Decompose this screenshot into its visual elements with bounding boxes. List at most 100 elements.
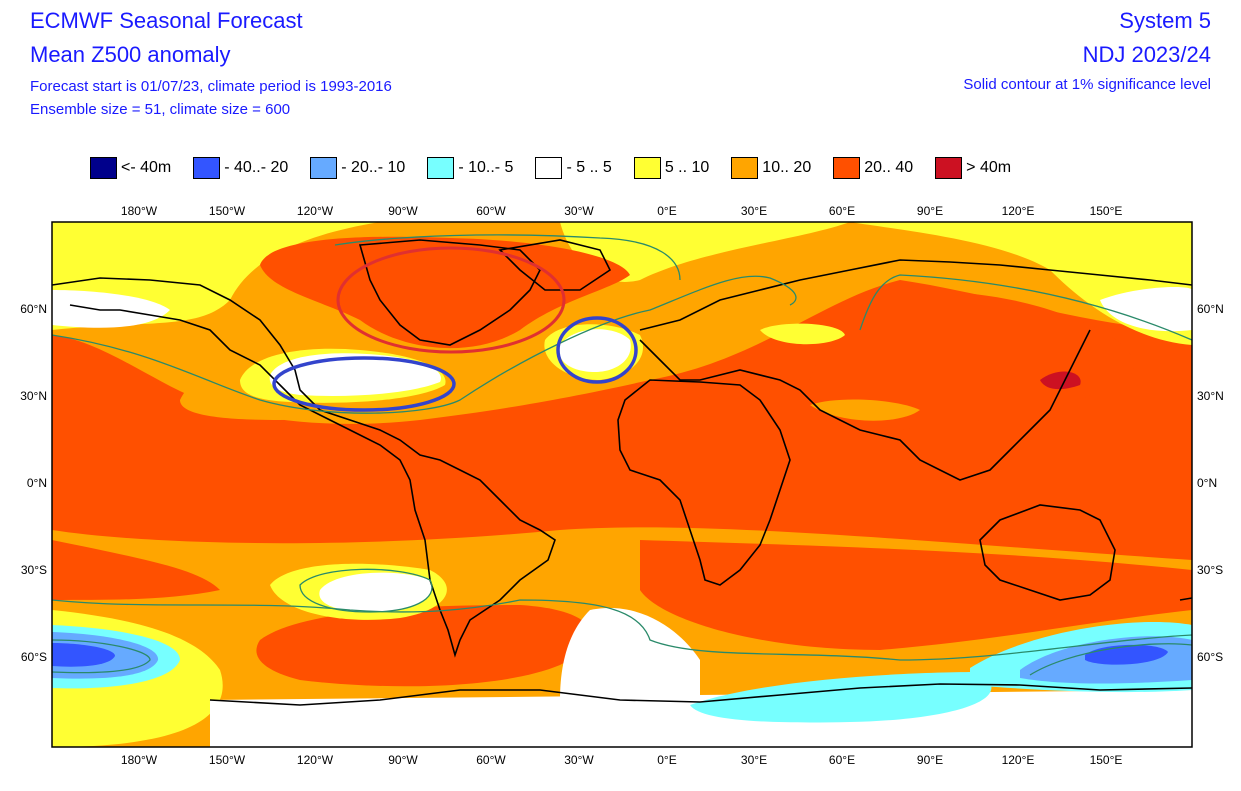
anomaly-field-20-40-sind — [640, 540, 1192, 650]
significance-contour-canada — [334, 234, 681, 281]
legend-label: > 40m — [966, 159, 1012, 176]
legend-swatch — [193, 157, 221, 179]
red-highlight-ellipse — [336, 246, 566, 354]
legend-item: - 5 .. 5 — [535, 157, 612, 179]
legend-swatch — [731, 157, 759, 179]
australia-coast — [979, 504, 1116, 601]
new-zealand-coast — [1179, 597, 1192, 601]
axis-tick-label: 150°E — [1090, 204, 1123, 218]
legend-swatch — [633, 157, 661, 179]
axis-tick-label: 150°E — [1090, 753, 1123, 767]
legend-item: 5 .. 10 — [633, 157, 710, 179]
legend-label: - 10..- 5 — [458, 159, 514, 176]
axis-tick-label: 60°N — [20, 302, 47, 316]
significance-contour-north — [52, 275, 797, 414]
legend-swatch — [427, 157, 455, 179]
legend-item: > 40m — [935, 157, 1011, 179]
axis-tick-label: 0°N — [27, 476, 47, 490]
anomaly-map: 180°W 150°W 120°W 90°W 60°W 30°W 0°E 30°E 60°E 90… — [20, 204, 1224, 767]
coastlines — [52, 239, 1192, 706]
anomaly-field-20-40-asia — [800, 291, 1134, 433]
anomaly-field-gt40-japan — [1040, 371, 1081, 390]
greenland-coast — [498, 239, 612, 291]
legend-label: - 20..- 10 — [341, 159, 406, 176]
axis-tick-label: 90°E — [917, 204, 943, 218]
axis-tick-label: 120°E — [1002, 204, 1035, 218]
legend-label: 5 .. 10 — [664, 159, 710, 176]
anomaly-field-20-40-swpac — [52, 540, 220, 600]
legend-swatch — [310, 157, 338, 179]
axis-tick-label: 180°W — [121, 753, 158, 767]
axis-tick-label: 150°W — [209, 204, 246, 218]
anomaly-field-20-40-canada — [260, 236, 630, 349]
legend-label: <- 40m — [121, 159, 172, 176]
period-label: NDJ 2023/24 — [1082, 42, 1211, 67]
americas-coast — [52, 277, 556, 658]
eurasia-north-coast — [639, 259, 1192, 331]
axis-tick-label: 120°E — [1002, 753, 1035, 767]
axis-tick-label: 90°W — [388, 753, 418, 767]
system-label: System 5 — [1119, 8, 1211, 33]
axis-tick-label: 120°W — [297, 204, 334, 218]
lat-labels-left: 60°N 30°N 0°N 30°S 60°S — [20, 302, 47, 664]
eurasia-south-coast — [639, 329, 1091, 481]
axis-tick-label: 90°W — [388, 204, 418, 218]
axis-tick-label: 30°S — [1197, 563, 1223, 577]
axis-tick-label: 30°E — [741, 204, 767, 218]
significance-contour-asia — [859, 274, 1192, 341]
legend-item: - 20..- 10 — [310, 157, 405, 179]
axis-tick-label: 0°E — [657, 753, 676, 767]
axis-tick-label: 120°W — [297, 753, 334, 767]
blue-highlight-ellipse-us — [272, 356, 456, 412]
legend-item: - 40..- 20 — [193, 157, 288, 179]
lat-labels-right: 60°N 30°N 0°N 30°S 60°S — [1197, 302, 1224, 664]
legend-label: 20.. 40 — [864, 159, 914, 176]
africa-coast — [617, 379, 791, 586]
significance-note: Solid contour at 1% significance level — [963, 76, 1211, 93]
axis-tick-label: 30°N — [1197, 389, 1224, 403]
legend-item: 20.. 40 — [833, 157, 913, 179]
anomaly-field-5-10-atlantic — [560, 222, 850, 282]
axis-tick-label: 0°E — [657, 204, 676, 218]
axis-tick-label: 60°N — [1197, 302, 1224, 316]
legend-item: - 10..- 5 — [427, 157, 513, 179]
axis-tick-label: 60°S — [1197, 650, 1223, 664]
legend-label: - 40..- 20 — [224, 159, 289, 176]
axis-tick-label: 90°E — [917, 753, 943, 767]
axis-tick-label: 60°W — [476, 753, 506, 767]
axis-tick-label: 0°N — [1197, 476, 1217, 490]
legend-swatch — [90, 157, 117, 179]
legend-item: <- 40m — [90, 157, 171, 179]
anomaly-field-neg20-neg40-sw — [52, 643, 115, 667]
axis-tick-label: 30°W — [564, 753, 594, 767]
legend-swatch — [935, 157, 963, 179]
axis-tick-label: 30°N — [20, 389, 47, 403]
lon-labels-bottom: 180°W 150°W 120°W 90°W 60°W 30°W 0°E 30°E 60°E 90… — [121, 753, 1122, 767]
legend-label: - 5 .. 5 — [566, 159, 612, 176]
axis-tick-label: 60°S — [21, 650, 47, 664]
ensemble-info: Ensemble size = 51, climate size = 600 — [30, 101, 291, 118]
blue-highlight-ellipse-atlantic — [556, 316, 638, 384]
anomaly-field-5-10-ne — [850, 222, 1192, 345]
lon-labels-top: 180°W 150°W 120°W 90°W 60°W 30°W 0°E 30°E 60°E 90… — [121, 204, 1122, 218]
anomaly-field-10-20-arabia — [810, 399, 920, 421]
significance-contour-sw — [52, 639, 151, 674]
significance-contour-se — [1029, 643, 1192, 676]
antarctica-coast — [209, 683, 1192, 706]
legend-item: 10.. 20 — [731, 157, 811, 179]
axis-tick-label: 150°W — [209, 753, 246, 767]
canada-arctic — [358, 239, 541, 346]
forecast-info: Forecast start is 01/07/23, climate peri… — [30, 78, 392, 95]
legend-label: 10.. 20 — [762, 159, 812, 176]
map-subtitle: Mean Z500 anomaly — [30, 42, 231, 67]
anomaly-field-5-10-europe — [760, 323, 845, 345]
anomaly-field-neutral-nw — [52, 290, 170, 328]
anomaly-field-neutral-satl — [560, 608, 700, 700]
axis-tick-label: 30°E — [741, 753, 767, 767]
legend-swatch — [535, 157, 563, 179]
anomaly-field-neutral-spac — [319, 572, 432, 612]
color-legend: <- 40m - 40..- 20 - 20..- 10 - 10..- 5 - 5 .… — [90, 156, 1033, 180]
significance-contours — [52, 234, 1192, 676]
map-frame — [51, 221, 1193, 748]
axis-tick-label: 60°E — [829, 204, 855, 218]
